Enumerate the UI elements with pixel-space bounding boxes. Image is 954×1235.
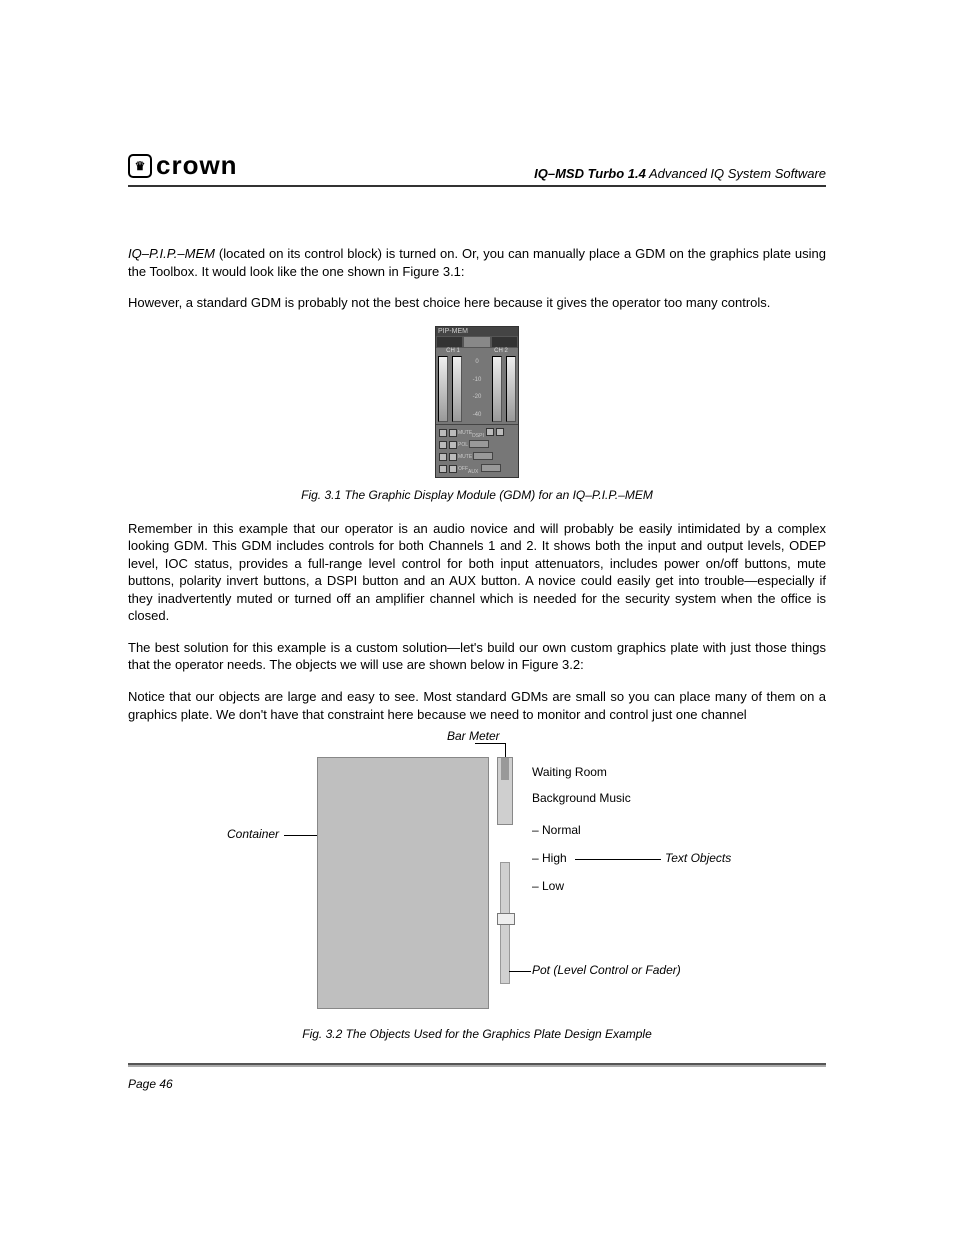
paragraph-3: Remember in this example that our operat… [128, 520, 826, 625]
gdm-tick: -10 [473, 377, 482, 383]
gdm-ctrl-label: OFF [458, 466, 468, 472]
document-title: IQ–MSD Turbo 1.4 Advanced IQ System Soft… [534, 166, 826, 181]
pot-label: Pot (Level Control or Fader) [532, 963, 681, 977]
gdm-meter-ch2-out [506, 356, 516, 422]
p1-rest: (located on its control block) is turned… [128, 246, 826, 279]
gdm-ctrl-label: MUTE [458, 430, 472, 436]
gdm-right-group [472, 451, 494, 463]
container-object [317, 757, 489, 1009]
gdm-checkbox [486, 428, 494, 436]
gdm-ctrl-label: MUTE [458, 454, 472, 460]
gdm-indicator [436, 336, 463, 348]
gdm-button [481, 464, 501, 472]
paragraph-2: However, a standard GDM is probably not … [128, 294, 826, 312]
callout-line [505, 743, 506, 757]
gdm-checkbox [449, 429, 457, 437]
callout-line [575, 859, 661, 860]
page-header: ♛ crown IQ–MSD Turbo 1.4 Advanced IQ Sys… [128, 150, 826, 187]
gdm-controls: MUTEDSPI POL MUTE OFFAUX [436, 424, 518, 477]
gdm-indicator [491, 336, 518, 348]
gdm-window-title: PIP-MEM [436, 327, 518, 336]
pot-object [500, 862, 510, 984]
gdm-control-row: OFFAUX [438, 463, 516, 475]
figure-3-2-caption: Fig. 3.2 The Objects Used for the Graphi… [128, 1027, 826, 1041]
gdm-meter-ch2-in [492, 356, 502, 422]
text-object: Background Music [532, 791, 631, 805]
pot-handle [497, 913, 515, 925]
figure-3-1-caption: Fig. 3.1 The Graphic Display Module (GDM… [128, 488, 826, 502]
gdm-button [473, 452, 493, 460]
crown-icon: ♛ [128, 154, 152, 178]
gdm-scale: 0 -10 -20 -40 [464, 354, 490, 424]
page-number: Page 46 [128, 1077, 826, 1091]
gdm-control-row: MUTE [438, 451, 516, 463]
text-object: – High [532, 851, 567, 865]
paragraph-4: The best solution for this example is a … [128, 639, 826, 674]
gdm-checkbox [449, 465, 457, 473]
text-object: – Low [532, 879, 564, 893]
callout-line [509, 971, 531, 972]
p1-lead-term: IQ–P.I.P.–MEM [128, 246, 215, 261]
paragraph-5: Notice that our objects are large and ea… [128, 688, 826, 723]
document-page: ♛ crown IQ–MSD Turbo 1.4 Advanced IQ Sys… [0, 0, 954, 1235]
gdm-checkbox [496, 428, 504, 436]
gdm-right-group: AUX [468, 463, 502, 475]
text-object: Waiting Room [532, 765, 607, 779]
gdm-tick: 0 [475, 359, 478, 365]
gdm-top-row [436, 336, 518, 348]
figure-3-2: Bar Meter Container Waiting Room Backgro… [157, 737, 797, 1017]
gdm-meter-ch1-in [438, 356, 448, 422]
brand-name: crown [156, 150, 238, 181]
gdm-ctrl-label: POL [458, 442, 468, 448]
bar-meter-object [497, 757, 513, 825]
gdm-button [469, 440, 489, 448]
gdm-tick: -40 [473, 412, 482, 418]
container-label: Container [227, 827, 279, 841]
gdm-checkbox [439, 453, 447, 461]
gdm-ctrl-label: AUX [468, 469, 478, 475]
gdm-tick: -20 [473, 394, 482, 400]
gdm-meters: 0 -10 -20 -40 [436, 354, 518, 424]
gdm-checkbox [439, 429, 447, 437]
paragraph-1: IQ–P.I.P.–MEM (located on its control bl… [128, 245, 826, 280]
callout-line [475, 743, 505, 744]
footer-rule [128, 1063, 826, 1067]
bar-meter-label: Bar Meter [447, 729, 500, 743]
gdm-checkbox [449, 441, 457, 449]
gdm-checkbox [439, 465, 447, 473]
gdm-control-row: POL [438, 439, 516, 451]
doc-title-subtitle: Advanced IQ System Software [646, 166, 826, 181]
gdm-checkbox [449, 453, 457, 461]
doc-title-product: IQ–MSD Turbo 1.4 [534, 166, 646, 181]
text-objects-label: Text Objects [665, 851, 731, 865]
text-object: – Normal [532, 823, 581, 837]
gdm-control-row: MUTEDSPI [438, 427, 516, 439]
callout-line [284, 835, 317, 836]
gdm-right-group: DSPI [472, 427, 505, 439]
gdm-right-group [468, 439, 490, 451]
figure-3-1-gdm: PIP-MEM CH 1 CH 2 0 -10 -20 -40 MUTEDSPI [435, 326, 519, 478]
gdm-checkbox [439, 441, 447, 449]
gdm-cell [463, 336, 490, 348]
gdm-meter-ch1-out [452, 356, 462, 422]
brand-logo: ♛ crown [128, 150, 238, 181]
